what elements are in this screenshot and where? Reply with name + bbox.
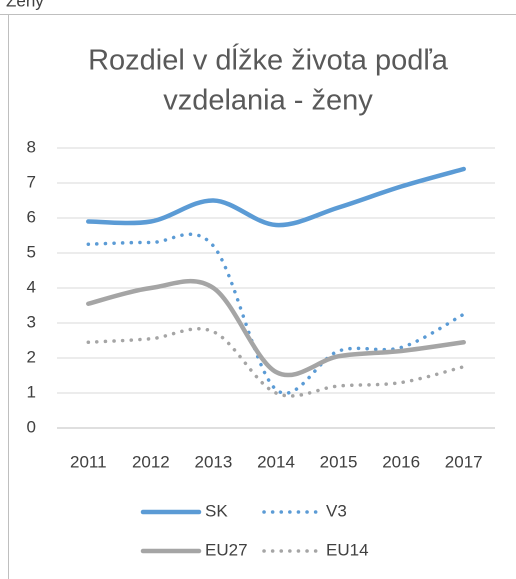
x-tick-label: 2017 [445,452,483,471]
y-tick-label: 5 [27,242,36,261]
y-tick-label: 7 [27,172,36,191]
y-tick-label: 6 [27,207,36,226]
series-line [86,166,466,228]
x-tick-label: 2015 [320,452,358,471]
y-tick-label: 1 [27,382,36,401]
legend-label: EU27 [205,540,248,559]
x-tick-label: 2011 [70,452,107,471]
legend-label: V3 [326,501,347,520]
chart-title: Rozdiel v dĺžke života podľa [88,43,449,77]
x-tick-label: 2012 [132,452,170,471]
x-tick-label: 2014 [257,452,295,471]
legend-label: EU14 [326,540,369,559]
chart-title: vzdelania - ženy [163,85,373,117]
series-line [86,232,466,395]
y-tick-label: 8 [27,137,36,156]
y-tick-label: 3 [27,312,36,331]
x-tick-label: 2013 [195,452,233,471]
series-line [86,327,466,398]
y-tick-label: 4 [27,277,36,296]
legend-label: SK [205,501,228,520]
y-tick-label: 0 [27,417,36,436]
page-label: Ženy [6,0,44,10]
x-tick-label: 2016 [382,452,420,471]
series-line [86,278,466,378]
y-tick-label: 2 [27,347,36,366]
